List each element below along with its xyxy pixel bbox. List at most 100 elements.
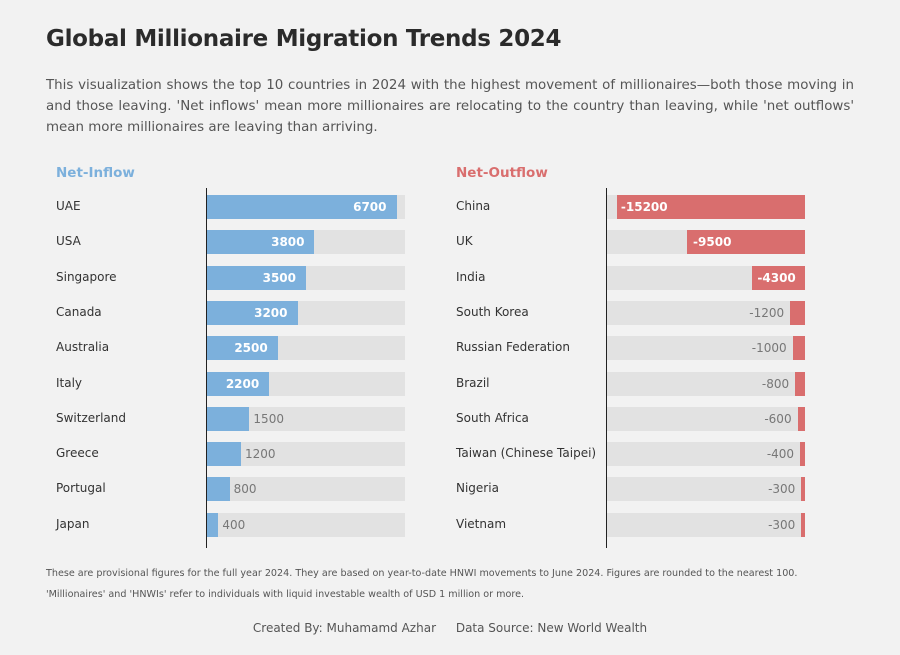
bar-track: 3500 [207,265,405,290]
footnote-line: These are provisional figures for the fu… [46,568,798,579]
bar-track: -400 [607,442,805,467]
bar-track: -1000 [607,336,805,361]
category-label: Brazil [456,375,490,390]
value-label: -9500 [693,235,732,250]
category-label: Singapore [56,269,117,284]
bar [800,442,805,467]
bar-row: Japan 400 [56,512,446,537]
bar-track: 400 [207,512,405,537]
bar-row: South Korea -1200 [456,300,846,325]
footnote: These are provisional figures for the fu… [46,563,797,605]
bar [207,336,278,361]
credit: Created By: Muhamamd Azhar [252,621,436,635]
value-label: -300 [768,482,796,497]
value-label: -600 [764,411,792,426]
bar [792,336,805,361]
bar-row: Nigeria -300 [456,477,846,502]
value-label: 3200 [254,305,288,320]
category-label: USA [56,234,81,249]
value-label: 1500 [253,411,284,426]
bar-track: -9500 [607,230,805,255]
bar-track: 800 [207,477,405,502]
bar-track: 1500 [207,406,405,431]
bar-track: 2200 [207,371,405,396]
bar [207,406,250,431]
bar-row: Brazil -800 [456,371,846,396]
bar [790,300,805,325]
value-label: -1200 [749,305,785,320]
bar-track: 3200 [207,300,405,325]
outflow-title: Net-Outflow [456,165,548,181]
bar-row: Taiwan (Chinese Taipei) -400 [456,442,846,467]
bar-row: Canada 3200 [56,300,446,325]
bar-row: Vietnam -300 [456,512,846,537]
bar [207,265,306,290]
value-label: 6700 [353,200,387,214]
value-label: -300 [768,517,796,532]
category-label: South Africa [456,410,529,425]
value-label: -15200 [620,200,668,214]
outflow-axis [606,188,607,548]
category-label: China [456,199,491,213]
value-label: 3500 [262,270,296,285]
value-label: 3800 [271,235,305,250]
bar-row: South Africa -600 [456,406,846,431]
bar [207,512,219,537]
bar-row: Greece 1200 [56,442,446,467]
bar [207,230,315,255]
value-label: 800 [233,482,257,497]
value-label: -400 [766,447,795,462]
bar-row: India -4300 [456,265,846,290]
category-label: Australia [56,340,110,355]
outflow-chart: Net-Outflow China -15200 UK -9500 India -4300… [446,160,826,550]
category-label: Canada [56,304,102,319]
value-label: 1200 [244,447,276,462]
footer: Created By: Muhamamd Azhar Data Source: … [0,621,900,635]
inflow-axis [206,188,207,548]
bar-row: UAE 6700 [56,195,446,219]
bar [207,300,298,325]
bar-track: 2500 [207,336,405,361]
bar-track: -800 [607,371,805,396]
bar-track: -300 [607,512,805,537]
bar [207,195,397,219]
bar-row: Portugal 800 [56,477,446,502]
bar-row: Singapore 3500 [56,265,446,290]
inflow-title: Net-Inflow [56,165,135,181]
bar [751,265,805,290]
data-source: Data Source: New World Wealth [455,621,648,635]
bar-track: -1200 [607,300,805,325]
bar [797,406,805,431]
bar-row: Italy 2200 [56,371,446,396]
category-label: Greece [56,446,99,461]
bar [801,477,805,502]
value-label: 2500 [234,341,268,356]
bar-row: Russian Federation -1000 [456,336,846,361]
value-label: -1000 [751,341,787,356]
category-label: Russian Federation [456,340,570,355]
category-label: Taiwan (Chinese Taipei) [456,446,597,461]
bar [801,512,805,537]
category-label: Portugal [56,481,106,496]
bar-track: -15200 [607,195,805,219]
bar-track: -300 [607,477,805,502]
bar-track: 3800 [207,230,405,255]
category-label: Italy [56,375,83,390]
bar-track: -600 [607,406,805,431]
footnote-line: 'Millionaires' and 'HNWIs' refer to indi… [46,589,525,600]
category-label: South Korea [456,304,529,319]
subtitle: This visualization shows the top 10 coun… [46,78,854,135]
value-label: 2200 [225,376,260,391]
category-label: Vietnam [456,516,507,531]
bar-row: USA 3800 [56,230,446,255]
bar [207,371,270,396]
inflow-chart: Net-Inflow UAE 6700 USA 3800 Singapore 3500 Ca… [46,160,426,550]
bar-row: Switzerland 1500 [56,406,446,431]
category-label: Japan [56,516,90,531]
category-label: Nigeria [456,481,499,496]
category-label: India [456,269,486,284]
bar [616,195,805,219]
bar-row: Australia 2500 [56,336,446,361]
bar [687,230,805,255]
